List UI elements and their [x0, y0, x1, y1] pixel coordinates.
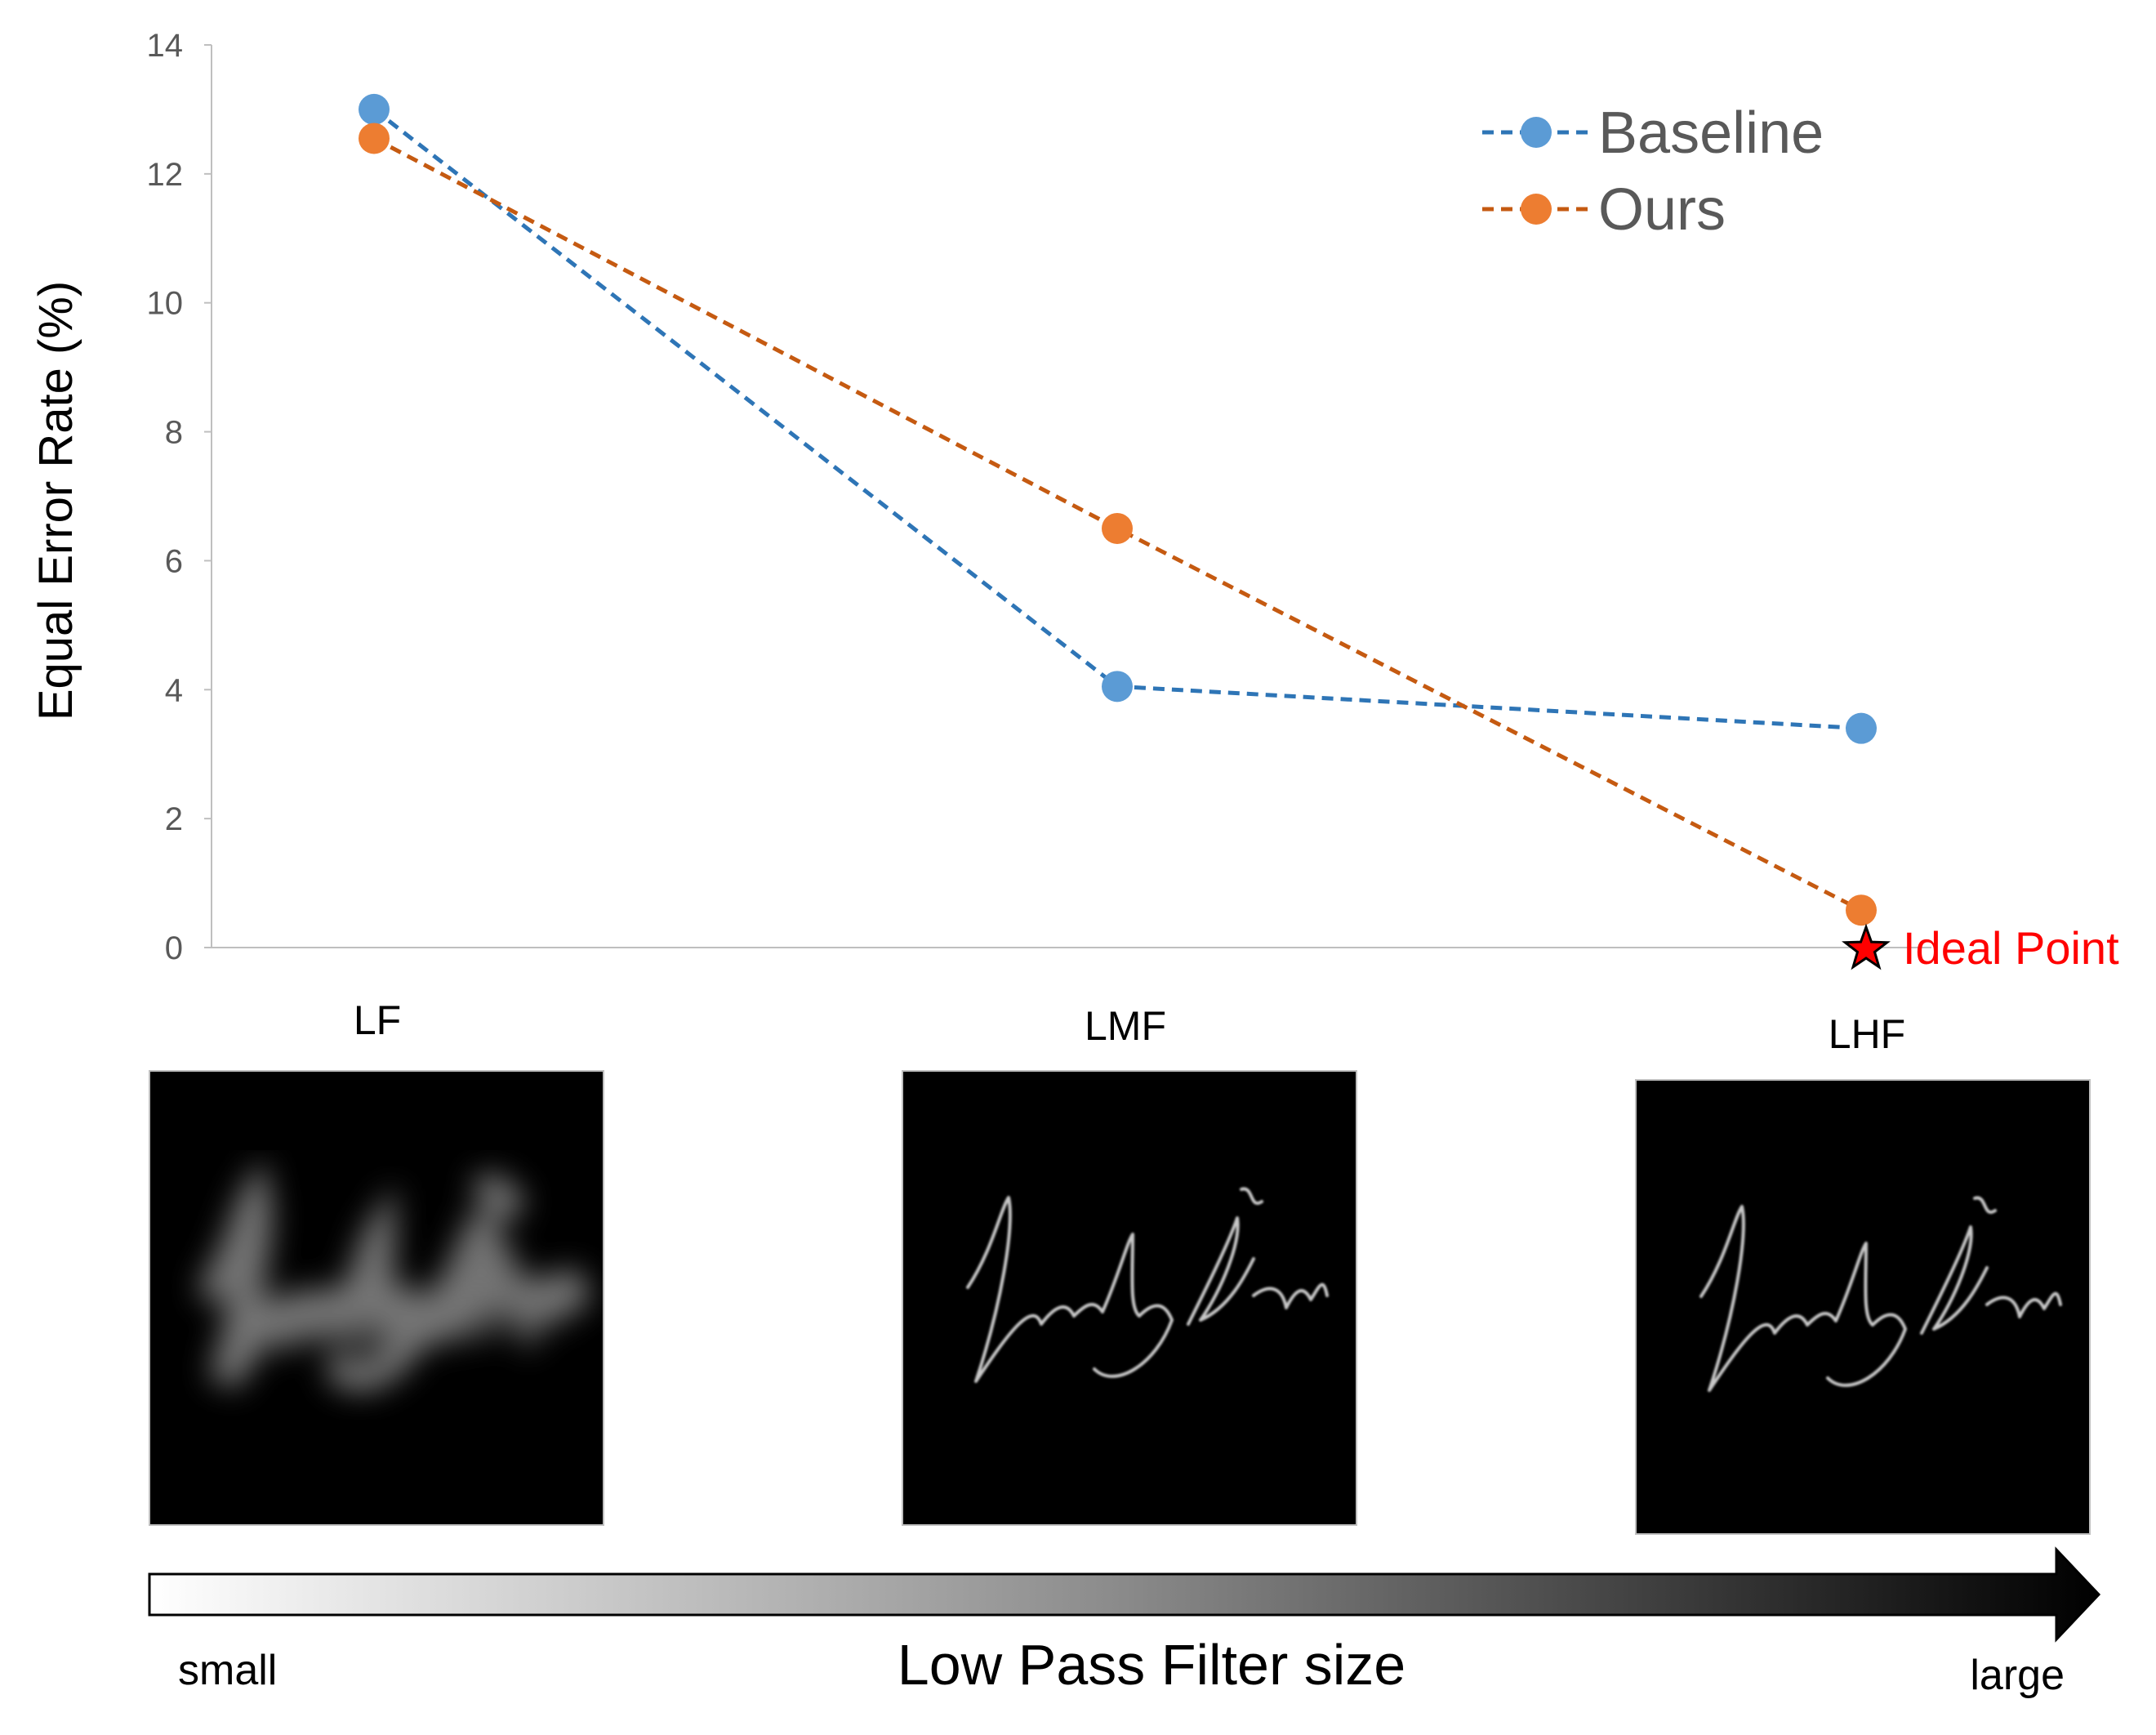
y-tick-label: 10 [147, 286, 184, 322]
sample-image-lf [149, 1070, 604, 1526]
legend-label-baseline: Baseline [1598, 100, 1824, 166]
image-frame [1635, 1079, 2091, 1535]
category-label-lf: LF [354, 997, 401, 1043]
gradient-arrow [148, 1546, 2101, 1643]
point-baseline-lmf [1102, 671, 1133, 702]
y-tick-label: 2 [165, 801, 183, 837]
point-baseline-lf [359, 93, 390, 125]
ideal-point-label: Ideal Point [1903, 922, 2119, 974]
y-tick-label: 6 [165, 543, 183, 579]
legend-marker-ours [1521, 194, 1552, 225]
point-ours-lf [359, 123, 390, 154]
filter-size-arrow: small large Low Pass Filter size [148, 1546, 2101, 1699]
point-baseline-lhf [1846, 712, 1877, 744]
y-tick-label: 14 [147, 28, 184, 64]
point-ours-lmf [1102, 512, 1133, 544]
ideal-point-marker: Ideal Point [1842, 922, 2119, 974]
blurred-signature [199, 1158, 590, 1392]
category-label-lhf: LHF [1829, 1011, 1905, 1057]
scale-end-label: large [1970, 1652, 2065, 1699]
sample-images [149, 1070, 2091, 1535]
y-tick-label: 12 [147, 157, 184, 193]
legend-label-ours: Ours [1598, 177, 1726, 243]
y-tick-label: 0 [165, 930, 183, 966]
line-chart: 0 2 4 6 8 10 12 14 Equal Error Rate (%) LF LMF LH… [29, 28, 2119, 1057]
image-frame [902, 1070, 1357, 1526]
sample-image-lhf [1635, 1079, 2091, 1535]
legend: Baseline Ours [1482, 100, 1824, 243]
y-axis-ticks: 0 2 4 6 8 10 12 14 [147, 28, 212, 966]
signature-strokes [1699, 1196, 2062, 1392]
signature-strokes [966, 1187, 1329, 1383]
y-axis-label: Equal Error Rate (%) [29, 281, 82, 720]
y-tick-label: 8 [165, 415, 183, 451]
y-tick-label: 4 [165, 672, 183, 708]
series-points [359, 93, 1877, 926]
series-line-ours [372, 136, 1863, 912]
point-ours-lhf [1846, 894, 1877, 926]
scale-start-label: small [178, 1647, 277, 1694]
ideal-point-star [1842, 923, 1891, 970]
category-labels: LF LMF LHF [354, 997, 1905, 1057]
scale-title: Low Pass Filter size [898, 1633, 1405, 1697]
category-label-lmf: LMF [1085, 1003, 1166, 1049]
legend-marker-baseline [1521, 117, 1552, 148]
sample-image-lmf [902, 1070, 1357, 1526]
